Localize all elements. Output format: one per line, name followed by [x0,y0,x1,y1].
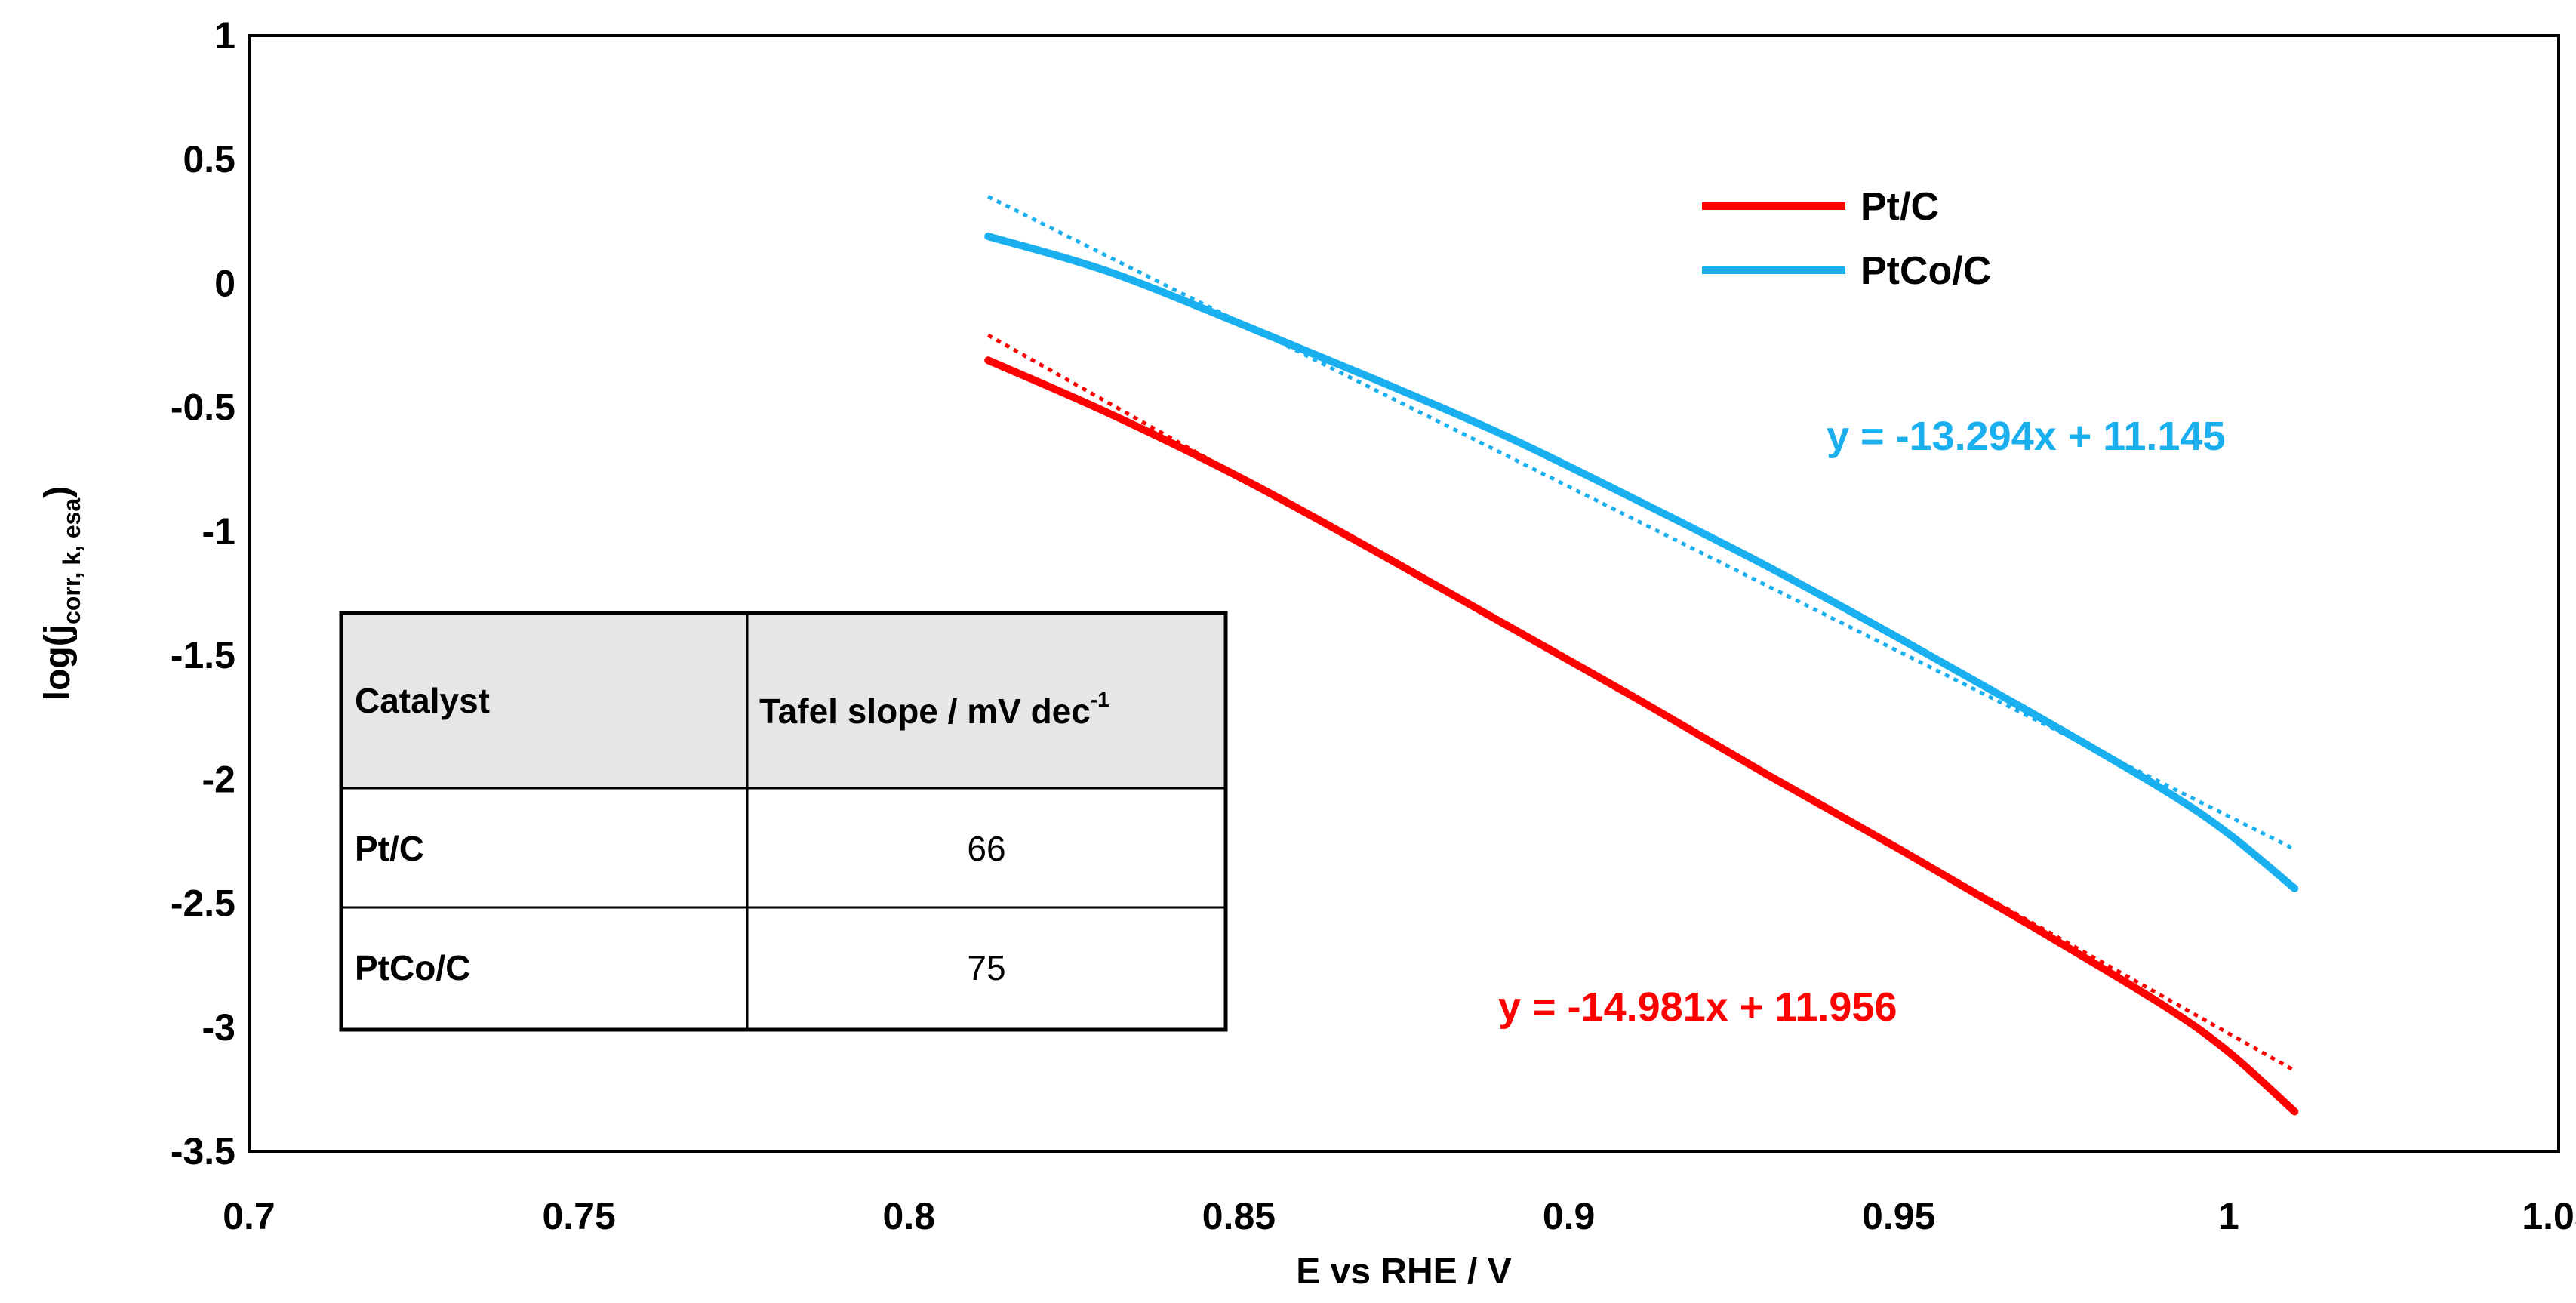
x-tick-label: 1 [2218,1195,2239,1237]
y-tick-label: -0.5 [171,387,235,429]
table-cell-catalyst: Pt/C [355,829,424,868]
y-tick-label: -1.5 [171,634,235,676]
tafel-table: Catalyst Tafel slope / mV dec-1 Pt/C 66 … [339,611,1228,1032]
y-tick-label: -2 [202,758,235,800]
y-axis-label: log(jcorr, k, esa) [38,486,85,701]
legend-label-pt-c: Pt/C [1860,185,1939,229]
y-tick-label: 1 [214,14,235,57]
y-axis-label-close: ) [38,486,78,498]
y-tick-label: 0 [214,262,235,304]
y-tick-label: -3.5 [171,1130,235,1172]
plot-area [248,34,2560,1153]
legend: Pt/C PtCo/C [1702,185,1991,293]
x-tick-label: 0.8 [883,1195,936,1237]
table-header-tafel-slope: Tafel slope / mV dec-1 [759,688,1109,731]
table-cell-slope: 75 [967,948,1005,987]
y-tick-label: -2.5 [171,883,235,925]
y-tick-label: 0.5 [183,138,235,180]
x-axis-label: E vs RHE / V [1296,1252,1511,1292]
x-tick-label: 0.85 [1202,1195,1276,1237]
table-cell-catalyst: PtCo/C [355,948,470,987]
table-cell-slope: 66 [967,829,1005,868]
table-header-bg [341,613,1226,788]
series-line-pt-c [984,356,2299,1116]
equation-ptco-c: y = -13.294x + 11.145 [1827,414,2225,459]
table-border [339,611,1228,1032]
table-header-catalyst: Catalyst [355,681,490,720]
y-tick-label: -1 [202,510,235,553]
y-tick-labels: 1 0.5 0 -0.5 -1 -1.5 -2 -2.5 -3 -3.5 [171,14,235,1172]
x-tick-label: 0.75 [542,1195,615,1237]
y-tick-label: -3 [202,1006,235,1049]
series-line-ptco-c [984,233,2299,892]
y-axis-label-main: log(j [38,624,78,701]
data-curves [984,233,2299,1116]
legend-label-ptco-c: PtCo/C [1860,249,1991,293]
y-axis-label-subscript: corr, k, esa [58,498,85,624]
x-tick-label: 0.7 [223,1195,275,1237]
x-tick-label: 0.9 [1543,1195,1596,1237]
equation-pt-c: y = -14.981x + 11.956 [1498,984,1897,1030]
x-tick-label: 0.95 [1862,1195,1935,1237]
x-tick-label: 1.05 [2522,1195,2576,1237]
x-tick-labels: 0.7 0.75 0.8 0.85 0.9 0.95 1 1.05 [223,1195,2576,1237]
